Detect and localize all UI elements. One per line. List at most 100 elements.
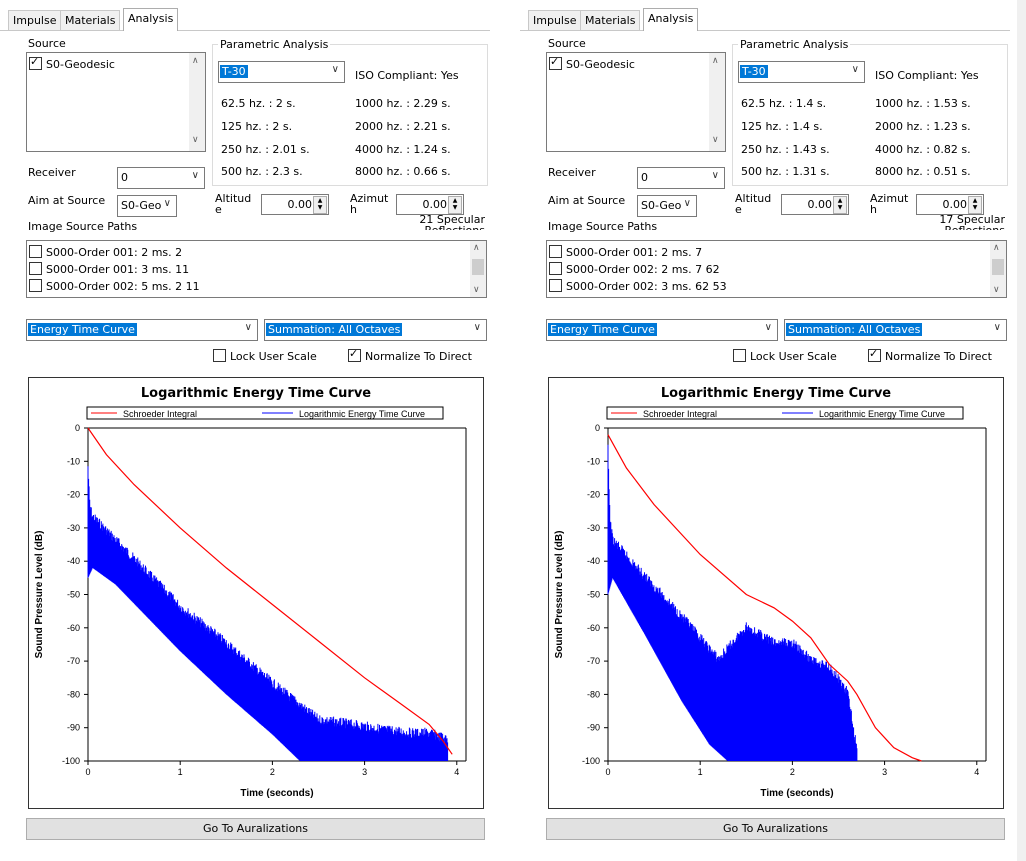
lock-scale-label: Lock User Scale (230, 350, 317, 363)
path-item[interactable]: S000-Order 002: 5 ms. 2 11 (29, 279, 200, 293)
y-tick-label: -40 (67, 556, 80, 566)
plot-type-select[interactable]: Energy Time Curve ∨ (546, 319, 778, 341)
y-tick-label: -100 (582, 756, 600, 766)
lock-scale-option[interactable]: Lock User Scale (213, 349, 317, 363)
x-tick-label: 3 (362, 767, 367, 777)
path-item[interactable]: S000-Order 001: 2 ms. 2 (29, 245, 182, 259)
azimuth-stepper[interactable]: ▲ ▼ (968, 196, 982, 214)
tab-analysis[interactable]: Analysis (123, 8, 179, 31)
y-tick-label: -80 (67, 689, 80, 699)
normalize-label: Normalize To Direct (365, 350, 472, 363)
y-tick-label: -70 (67, 656, 80, 666)
y-tick-label: -30 (67, 523, 80, 533)
aim-select[interactable]: S0-Geo ∨ (117, 195, 177, 217)
go-to-auralizations-button[interactable]: Go To Auralizations (26, 818, 485, 840)
source-scrollbar[interactable]: ∧ ∨ (189, 53, 205, 151)
path-item[interactable]: S000-Order 002: 2 ms. 7 62 (549, 262, 720, 276)
tab-analysis[interactable]: Analysis (643, 8, 699, 31)
normalize-option[interactable]: Normalize To Direct (348, 347, 472, 363)
altitude-stepper[interactable]: ▲ ▼ (833, 196, 847, 214)
altitude-input[interactable]: 0.00 ▲ ▼ (261, 194, 329, 215)
normalize-option[interactable]: Normalize To Direct (868, 347, 992, 363)
x-tick-label: 1 (698, 767, 703, 777)
rt-4000: 4000 hz. : 0.82 s. (875, 143, 971, 156)
parametric-title: Parametric Analysis (218, 38, 331, 51)
chevron-down-icon: ∨ (764, 322, 772, 333)
iso-compliant: ISO Compliant: Yes (355, 69, 459, 82)
parameter-select[interactable]: T-30 ∨ (738, 61, 865, 83)
path-checkbox[interactable] (549, 245, 562, 258)
lock-scale-label: Lock User Scale (750, 350, 837, 363)
source-checkbox[interactable] (549, 55, 562, 70)
paths-list[interactable]: S000-Order 001: 2 ms. 7 S000-Order 002: … (546, 240, 1007, 298)
path-item[interactable]: S000-Order 002: 3 ms. 62 53 (549, 279, 727, 293)
go-to-auralizations-button[interactable]: Go To Auralizations (546, 818, 1005, 840)
source-list[interactable]: S0-Geodesic ∧∨ (546, 52, 726, 152)
chart-plot: Schroeder Integral Logarithmic Energy Tim… (34, 406, 467, 799)
aim-label: Aim at Source (548, 194, 626, 207)
tab-impulse[interactable]: Impulse (528, 10, 582, 30)
path-label: S000-Order 002: 2 ms. 7 62 (566, 263, 720, 276)
path-item[interactable]: S000-Order 001: 2 ms. 7 (549, 245, 702, 259)
normalize-label: Normalize To Direct (885, 350, 992, 363)
path-checkbox[interactable] (29, 279, 42, 292)
lock-scale-option[interactable]: Lock User Scale (733, 349, 837, 363)
window-scrollbar[interactable] (1017, 0, 1026, 861)
normalize-checkbox[interactable] (348, 347, 361, 362)
path-checkbox[interactable] (549, 279, 562, 292)
x-tick-label: 4 (974, 767, 979, 777)
azimuth-input[interactable]: 0.00 ▲ ▼ (396, 194, 464, 215)
source-item[interactable]: S0-Geodesic (549, 55, 635, 71)
legend-label: Schroeder Integral (643, 409, 717, 419)
x-axis-label: Time (seconds) (240, 788, 313, 799)
paths-list[interactable]: S000-Order 001: 2 ms. 2 S000-Order 001: … (26, 240, 487, 298)
path-label: S000-Order 001: 2 ms. 7 (566, 246, 703, 259)
y-tick-label: -60 (67, 623, 80, 633)
rt-125: 125 hz. : 2 s. (221, 120, 293, 133)
source-list[interactable]: S0-Geodesic ∧∨ (26, 52, 206, 152)
azimuth-input[interactable]: 0.00 ▲ ▼ (916, 194, 984, 215)
altitude-input[interactable]: 0.00 ▲ ▼ (781, 194, 849, 215)
path-item[interactable]: S000-Order 001: 3 ms. 11 (29, 262, 189, 276)
receiver-select[interactable]: 0 ∨ (117, 167, 205, 189)
receiver-select[interactable]: 0 ∨ (637, 167, 725, 189)
tab-divider (0, 30, 490, 31)
azimuth-label: Azimut h (870, 192, 909, 216)
chevron-down-icon: ∨ (191, 170, 199, 181)
tab-materials[interactable]: Materials (60, 10, 121, 30)
source-item[interactable]: S0-Geodesic (29, 55, 115, 71)
rt-250: 250 hz. : 2.01 s. (221, 143, 310, 156)
paths-scrollbar[interactable]: ∧ ∨ (470, 241, 486, 297)
aim-select[interactable]: S0-Geo ∨ (637, 195, 697, 217)
normalize-checkbox[interactable] (868, 347, 881, 362)
lock-scale-checkbox[interactable] (733, 349, 746, 362)
summation-select[interactable]: Summation: All Octaves ∨ (264, 319, 487, 341)
altitude-stepper[interactable]: ▲ ▼ (313, 196, 327, 214)
chevron-down-icon: ∨ (473, 322, 481, 333)
path-checkbox[interactable] (549, 262, 562, 275)
summation-select[interactable]: Summation: All Octaves ∨ (784, 319, 1007, 341)
source-checkbox[interactable] (29, 55, 42, 70)
rt-62: 62.5 hz. : 2 s. (221, 97, 296, 110)
y-tick-label: -30 (587, 523, 600, 533)
lock-scale-checkbox[interactable] (213, 349, 226, 362)
x-tick-label: 0 (85, 767, 90, 777)
path-checkbox[interactable] (29, 262, 42, 275)
path-checkbox[interactable] (29, 245, 42, 258)
etc-chart: Logarithmic Energy Time Curve Schroeder … (548, 377, 1004, 809)
summation-value: Summation: All Octaves (266, 323, 403, 336)
parameter-select[interactable]: T-30 ∨ (218, 61, 345, 83)
source-scrollbar[interactable]: ∧ ∨ (709, 53, 725, 151)
plot-type-select[interactable]: Energy Time Curve ∨ (26, 319, 258, 341)
azimuth-stepper[interactable]: ▲ ▼ (448, 196, 462, 214)
y-tick-label: -40 (587, 556, 600, 566)
tab-materials[interactable]: Materials (580, 10, 641, 30)
y-tick-label: -20 (587, 490, 600, 500)
legend-label: Schroeder Integral (123, 409, 197, 419)
azimuth-label: Azimut h (350, 192, 389, 216)
y-tick-label: -80 (587, 689, 600, 699)
tab-impulse[interactable]: Impulse (8, 10, 62, 30)
paths-scrollbar[interactable]: ∧ ∨ (990, 241, 1006, 297)
path-label: S000-Order 001: 3 ms. 11 (46, 263, 190, 276)
specular-count: 17 Specular Reflections (939, 214, 1005, 230)
